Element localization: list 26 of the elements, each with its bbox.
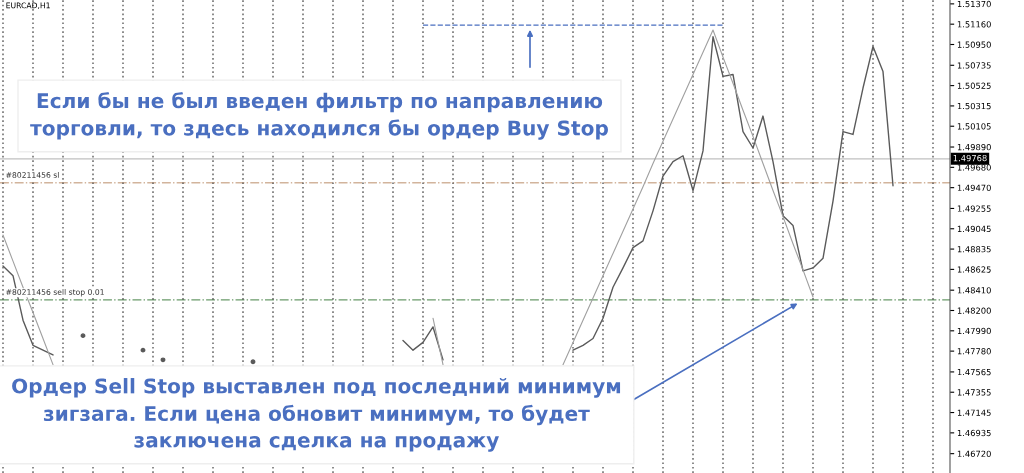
annotation: Если бы не был введен фильтр по направлению торговли, то здесь находился бы ордер Buy Stop bbox=[30, 92, 608, 140]
y-tick-label: 1.49045 bbox=[957, 225, 991, 233]
y-tick-label: 1.48625 bbox=[957, 266, 991, 273]
y-tick-label: 1.51160 bbox=[957, 21, 991, 28]
y-tick-label: 1.47355 bbox=[957, 389, 991, 396]
y-tick-label: 1.49680 bbox=[957, 164, 991, 171]
y-tick-label: 1.51370 bbox=[957, 0, 991, 8]
y-tick-label: 1.46935 bbox=[957, 429, 991, 437]
y-tick-label: 1.48835 bbox=[957, 246, 991, 253]
y-tick-label: 1.47145 bbox=[957, 409, 991, 416]
y-tick-label: 1.47990 bbox=[957, 327, 991, 335]
annotation: Ордер Sell Stop выставлен под последний минимум зигзага. Если цена обновит минимум, то будет заключена сделка на продажу bbox=[12, 377, 621, 452]
y-tick-label: 1.50315 bbox=[957, 102, 991, 110]
y-tick-label: 1.49890 bbox=[957, 144, 991, 151]
y-tick-label: 1.50105 bbox=[957, 123, 991, 130]
y-tick-label: 1.50525 bbox=[957, 82, 991, 89]
ref-line-label: 1.49768 bbox=[953, 154, 987, 162]
y-tick-label: 1.46720 bbox=[957, 450, 991, 457]
y-tick-label: 1.48200 bbox=[957, 307, 991, 314]
y-tick-label: 1.47780 bbox=[957, 348, 991, 355]
y-tick-label: 1.50950 bbox=[957, 41, 991, 48]
y-tick-label: 1.48410 bbox=[957, 287, 991, 294]
y-tick-label: 1.49255 bbox=[957, 205, 991, 212]
y-tick-label: 1.47565 bbox=[957, 368, 991, 376]
y-tick-label: 1.50735 bbox=[957, 62, 991, 69]
y-tick-label: 1.49470 bbox=[957, 184, 991, 191]
